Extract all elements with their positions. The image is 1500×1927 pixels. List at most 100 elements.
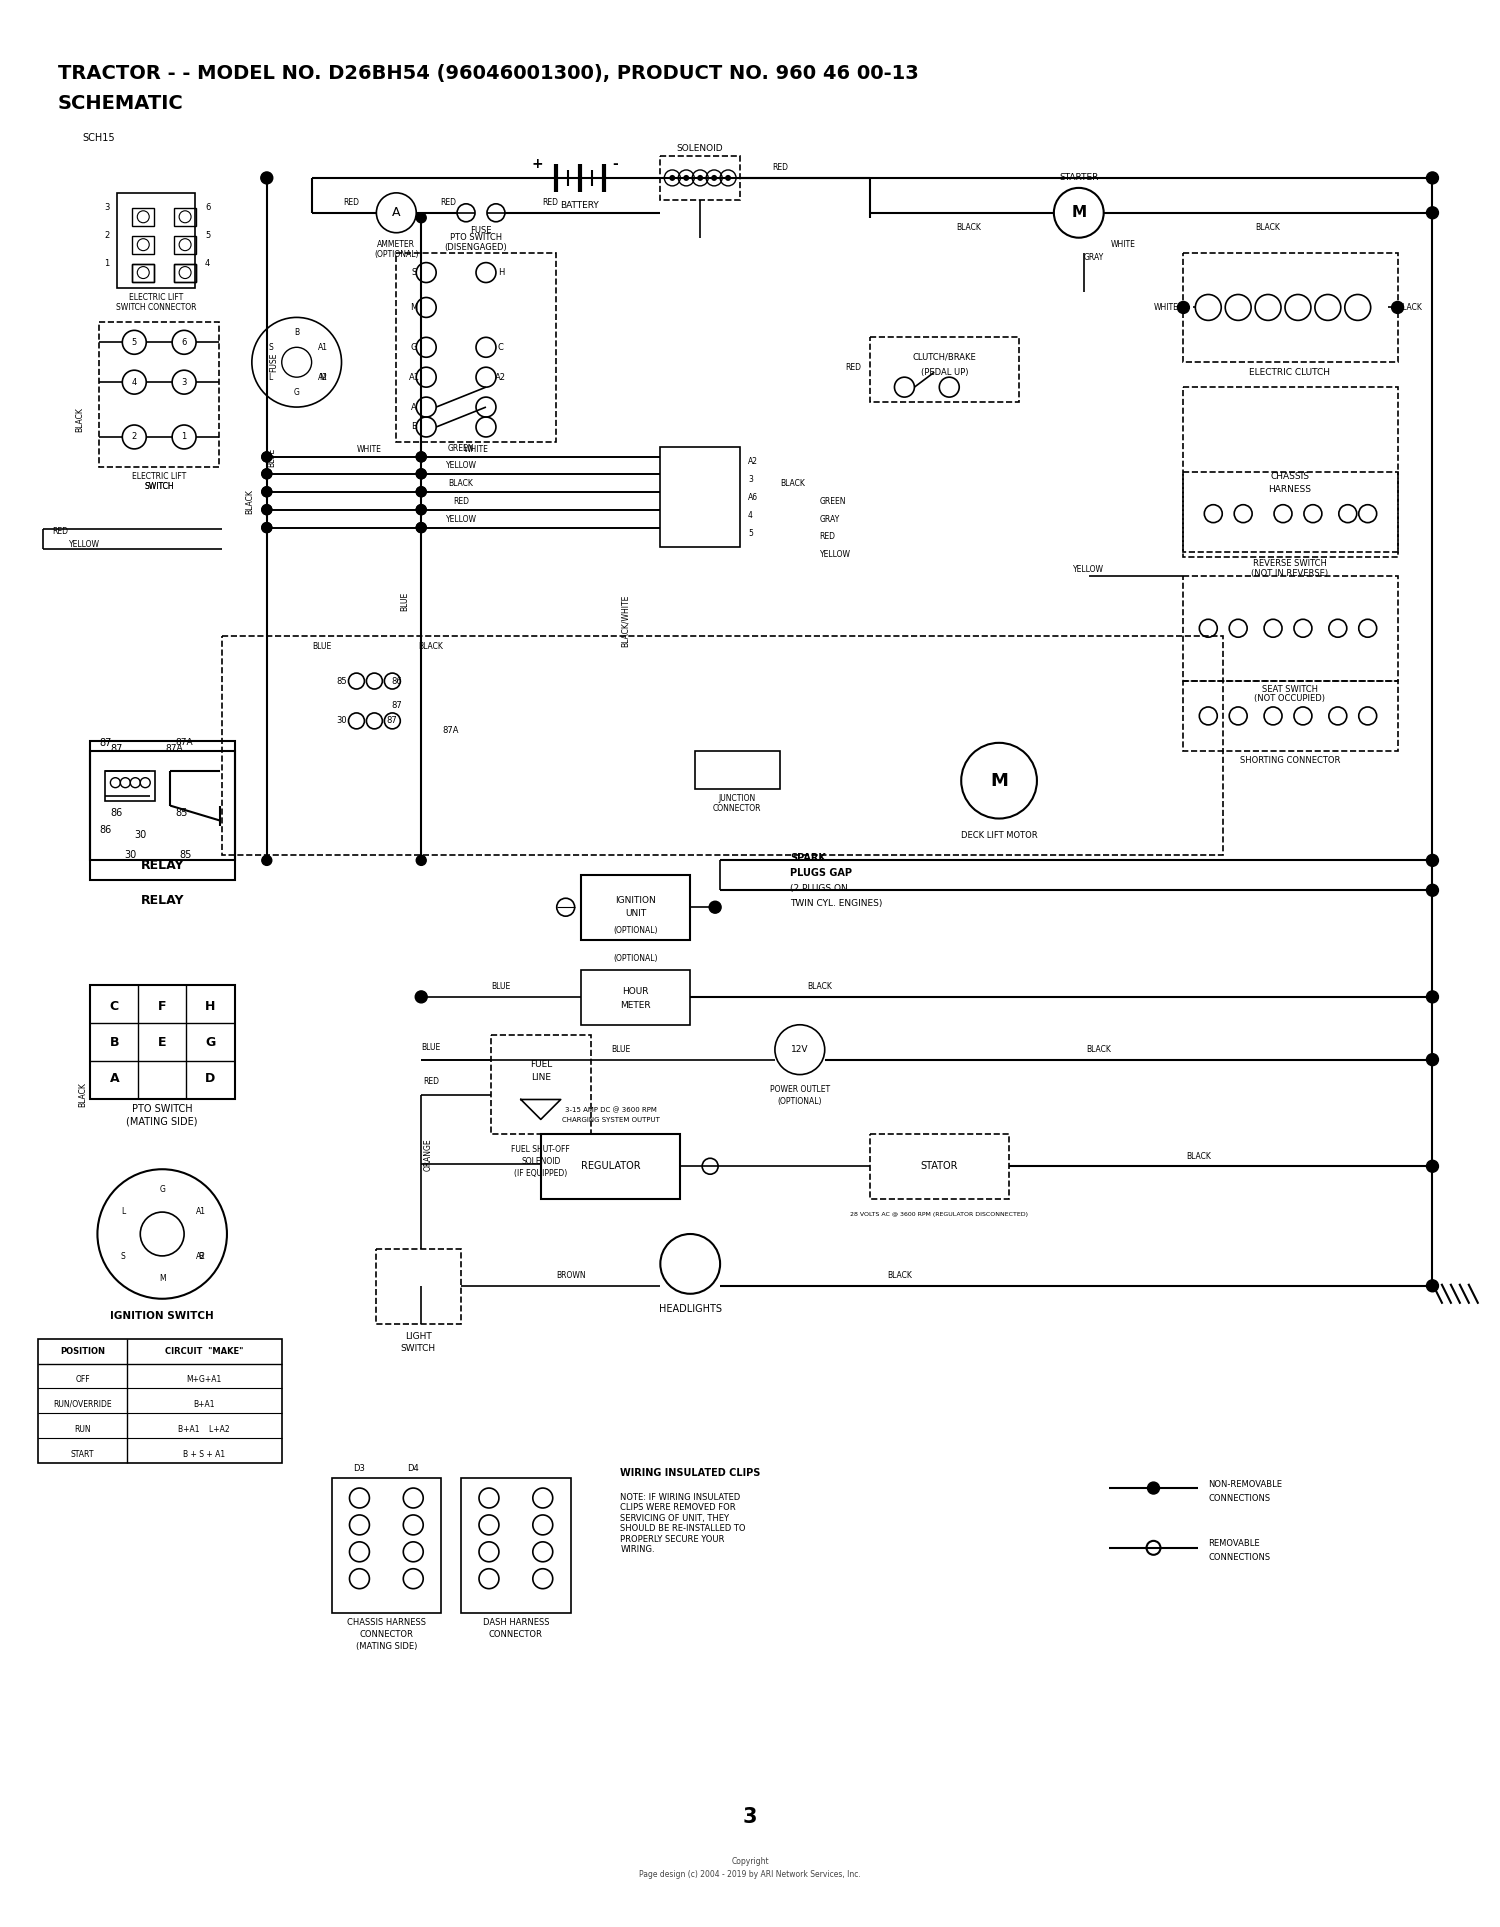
Text: B+A1    L+A2: B+A1 L+A2: [178, 1424, 230, 1434]
Text: CONNECTIONS: CONNECTIONS: [1209, 1493, 1270, 1503]
Bar: [90, 752, 236, 881]
Text: GREEN: GREEN: [448, 445, 474, 453]
Text: ORANGE: ORANGE: [423, 1139, 432, 1170]
Text: LIGHT: LIGHT: [405, 1332, 432, 1341]
Text: SOLENOID: SOLENOID: [676, 143, 723, 152]
Bar: [542, 1135, 681, 1199]
Text: HOUR: HOUR: [622, 987, 648, 996]
Text: 3: 3: [748, 476, 753, 484]
Text: ELECTRIC CLUTCH: ELECTRIC CLUTCH: [1250, 368, 1330, 376]
Text: B: B: [110, 1037, 118, 1048]
Text: 1: 1: [104, 258, 110, 268]
Text: 3: 3: [104, 204, 110, 212]
Text: FUSE: FUSE: [270, 353, 279, 372]
Text: PTO SWITCH: PTO SWITCH: [132, 1104, 192, 1114]
Circle shape: [416, 990, 428, 1002]
Text: 87: 87: [386, 717, 396, 725]
Text: ELECTRIC LIFT: ELECTRIC LIFT: [129, 293, 183, 303]
Text: A2: A2: [196, 1253, 206, 1260]
Text: BLUE: BLUE: [312, 642, 332, 651]
Text: D: D: [206, 1071, 214, 1085]
Text: 2: 2: [132, 432, 136, 441]
Text: STATOR: STATOR: [921, 1162, 958, 1172]
Text: A1: A1: [196, 1206, 206, 1216]
Text: 3-15 AMP DC @ 3600 RPM: 3-15 AMP DC @ 3600 RPM: [564, 1108, 657, 1114]
Bar: [90, 985, 236, 1100]
Text: SCH15: SCH15: [82, 133, 116, 143]
Text: G: G: [206, 1037, 214, 1048]
Text: A2: A2: [748, 457, 758, 466]
Text: 4: 4: [132, 378, 136, 387]
Text: WIRING INSULATED CLIPS: WIRING INSULATED CLIPS: [621, 1468, 760, 1478]
Text: YELLOW: YELLOW: [819, 549, 850, 559]
Text: (OPTIONAL): (OPTIONAL): [777, 1096, 822, 1106]
Text: CONNECTIONS: CONNECTIONS: [1209, 1553, 1270, 1563]
Text: CIRCUIT  "MAKE": CIRCUIT "MAKE": [165, 1347, 243, 1357]
Text: A: A: [411, 403, 417, 412]
Text: 3: 3: [742, 1808, 758, 1827]
Text: 86: 86: [99, 825, 111, 836]
Bar: [870, 1135, 1010, 1199]
Text: M: M: [320, 372, 326, 382]
Text: BLACK: BLACK: [448, 480, 474, 488]
Text: CLUTCH/BRAKE: CLUTCH/BRAKE: [912, 353, 976, 362]
Text: E: E: [158, 1037, 166, 1048]
Text: L: L: [268, 372, 273, 382]
Bar: [132, 208, 154, 225]
Text: A: A: [110, 1071, 118, 1085]
Text: SOLENOID: SOLENOID: [520, 1156, 561, 1166]
Text: RED: RED: [772, 164, 788, 172]
Text: (2 PLUGS ON: (2 PLUGS ON: [790, 884, 847, 892]
Bar: [1184, 387, 1398, 551]
Text: AMMETER: AMMETER: [378, 241, 416, 249]
Text: 5: 5: [132, 337, 136, 347]
Circle shape: [669, 175, 675, 181]
Circle shape: [1178, 301, 1190, 314]
Text: RED: RED: [53, 528, 69, 536]
Bar: [174, 264, 196, 281]
Text: 4: 4: [748, 511, 753, 520]
Text: G: G: [411, 343, 417, 353]
Text: (NOT IN REVERSE): (NOT IN REVERSE): [1251, 568, 1329, 578]
Text: G: G: [294, 387, 300, 397]
Bar: [376, 1249, 460, 1324]
Text: H: H: [206, 1000, 214, 1014]
Text: PLUGS GAP: PLUGS GAP: [790, 869, 852, 879]
Bar: [1184, 472, 1398, 557]
Text: RUN: RUN: [74, 1424, 92, 1434]
Text: GRAY: GRAY: [1084, 252, 1104, 262]
Text: ELECTRIC LIFT: ELECTRIC LIFT: [132, 472, 186, 482]
Text: (MATING SIDE): (MATING SIDE): [356, 1642, 417, 1651]
Text: 28 VOLTS AC @ 3600 RPM (REGULATOR DISCONNECTED): 28 VOLTS AC @ 3600 RPM (REGULATOR DISCON…: [850, 1212, 1029, 1216]
Text: FUSE: FUSE: [470, 225, 492, 235]
Text: 87: 87: [392, 701, 402, 711]
Text: CHARGING SYSTEM OUTPUT: CHARGING SYSTEM OUTPUT: [561, 1118, 660, 1123]
Circle shape: [416, 488, 426, 497]
Text: 87: 87: [99, 738, 111, 748]
Text: POSITION: POSITION: [60, 1347, 105, 1357]
Text: DASH HARNESS: DASH HARNESS: [483, 1619, 549, 1626]
Bar: [132, 264, 154, 281]
Circle shape: [416, 453, 426, 462]
Circle shape: [1426, 854, 1438, 867]
Bar: [580, 875, 690, 940]
Text: BLACK: BLACK: [244, 489, 254, 515]
Circle shape: [416, 212, 426, 224]
Circle shape: [262, 453, 272, 462]
Circle shape: [416, 522, 426, 532]
Text: BLACK: BLACK: [75, 409, 84, 432]
Text: BLACK: BLACK: [1086, 1044, 1112, 1054]
Text: TWIN CYL. ENGINES): TWIN CYL. ENGINES): [790, 898, 882, 908]
Text: 6: 6: [206, 204, 210, 212]
Circle shape: [262, 856, 272, 865]
Text: 85: 85: [336, 676, 346, 686]
Text: S: S: [411, 268, 417, 277]
Text: C: C: [498, 343, 504, 353]
Circle shape: [1426, 172, 1438, 183]
Text: S: S: [122, 1253, 126, 1260]
Text: RED: RED: [344, 198, 360, 208]
Text: B+A1: B+A1: [194, 1399, 214, 1409]
Text: SHORTING CONNECTOR: SHORTING CONNECTOR: [1240, 755, 1340, 765]
Text: GREEN: GREEN: [819, 497, 846, 507]
Text: CHASSIS: CHASSIS: [1270, 472, 1310, 482]
